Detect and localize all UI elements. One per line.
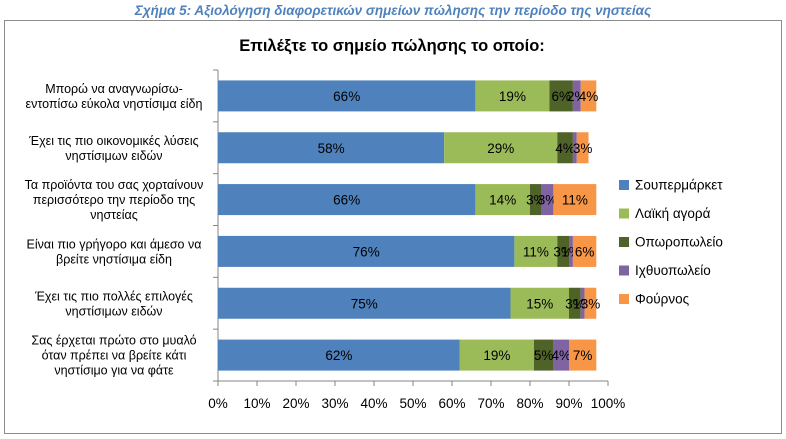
data-label: 66% [333, 193, 360, 208]
data-label: 3% [565, 296, 585, 311]
data-label: 11% [523, 244, 549, 259]
data-label: 19% [499, 89, 526, 104]
x-tick-label: 90% [555, 396, 582, 411]
bar-segment [218, 80, 476, 112]
bar-segment [530, 184, 542, 216]
data-label: 75% [351, 296, 378, 311]
bar-segment [475, 184, 530, 216]
bar-segment [553, 184, 597, 216]
data-label: 3% [538, 193, 558, 208]
bar-segment [580, 80, 597, 112]
bar-segment [444, 132, 558, 164]
bar-segment [549, 80, 573, 112]
legend-label: Σουπερμάρκετ [635, 178, 723, 193]
bar-segment [475, 80, 550, 112]
legend-label: Φούρνος [635, 292, 690, 307]
bar-segment [569, 339, 597, 371]
x-tick-label: 100% [591, 396, 626, 411]
category-label: Σας έρχεται πρώτο στο μυαλό όταν πρέπει ν… [31, 334, 196, 378]
category-label: Έχει τις πιο πολλές επιλογές νηστίσιμων ε… [34, 289, 193, 318]
bar-segment [541, 184, 554, 216]
data-label: 6% [551, 89, 571, 104]
figure-caption: Σχήμα 5: Αξιολόγηση διαφορετικών σημείων… [134, 3, 652, 18]
data-label: 66% [333, 89, 360, 104]
data-label: 62% [325, 348, 352, 363]
bar-segment [584, 287, 597, 319]
x-tick-label: 30% [321, 396, 348, 411]
bar-segment [557, 235, 569, 267]
data-label: 6% [575, 244, 595, 259]
legend-swatch [619, 265, 629, 276]
data-label: 76% [353, 244, 380, 259]
bar-segment [218, 132, 445, 164]
data-label: 5% [534, 348, 554, 363]
data-label: 15% [526, 296, 553, 311]
data-label: 29% [487, 141, 514, 156]
x-tick-label: 40% [360, 396, 387, 411]
x-tick-label: 10% [243, 396, 270, 411]
bar-segment [218, 235, 515, 267]
legend-label: Ιχθυοπωλείο [635, 263, 711, 278]
bar-segment [510, 287, 569, 319]
bar-segment [553, 339, 569, 371]
x-tick-label: 70% [477, 396, 504, 411]
bar-segment [218, 184, 476, 216]
legend-swatch [619, 208, 629, 219]
data-label: 3% [573, 141, 593, 156]
data-label: 19% [483, 348, 510, 363]
legend-swatch [619, 237, 629, 247]
data-label: 4% [555, 141, 575, 156]
category-label: Μπορώ να αναγνωρίσω-εντοπίσω εύκολα νηστ… [26, 82, 203, 111]
data-label: 3% [553, 244, 573, 259]
bar-segment [218, 339, 460, 371]
data-label: 3% [581, 296, 601, 311]
bar-segment [459, 339, 534, 371]
data-label: 58% [318, 141, 345, 156]
bar-segment [569, 235, 573, 267]
bar-segment [580, 287, 585, 319]
data-label: 7% [573, 348, 593, 363]
x-tick-label: 60% [438, 396, 465, 411]
category-label: Τα προϊόντα του σας χορταίνουν περισσότερ… [25, 178, 204, 222]
bar-segment [514, 235, 558, 267]
x-tick-label: 0% [208, 396, 228, 411]
data-label: 4% [551, 348, 571, 363]
category-label: Έχει τις πιο οικονομικές λύσεις νηστίσιμω… [28, 134, 198, 163]
chart-title: Επιλέξτε το σημείο πώλησης το οποίο: [239, 37, 545, 55]
x-tick-label: 80% [516, 396, 543, 411]
x-tick-label: 50% [399, 396, 426, 411]
bar-segment [218, 287, 511, 319]
bar-segment [572, 235, 597, 267]
data-label: 14% [489, 193, 516, 208]
bar-segment [569, 287, 581, 319]
category-label: Είναι πιο γρήγορο και άμεσο να βρείτε νησ… [27, 237, 202, 266]
data-label: 3% [526, 193, 546, 208]
x-tick-label: 20% [282, 396, 309, 411]
data-label: 4% [579, 89, 599, 104]
legend-swatch [619, 294, 629, 304]
legend-swatch [619, 180, 629, 190]
legend-label: Λαϊκή αγορά [635, 206, 711, 221]
bar-segment [557, 132, 573, 164]
data-label: 11% [562, 193, 588, 208]
bar-segment [572, 80, 581, 112]
bar-segment [576, 132, 589, 164]
bar-segment [533, 339, 554, 371]
bar-segment [572, 132, 577, 164]
legend-label: Οπωροπωλείο [635, 235, 723, 250]
